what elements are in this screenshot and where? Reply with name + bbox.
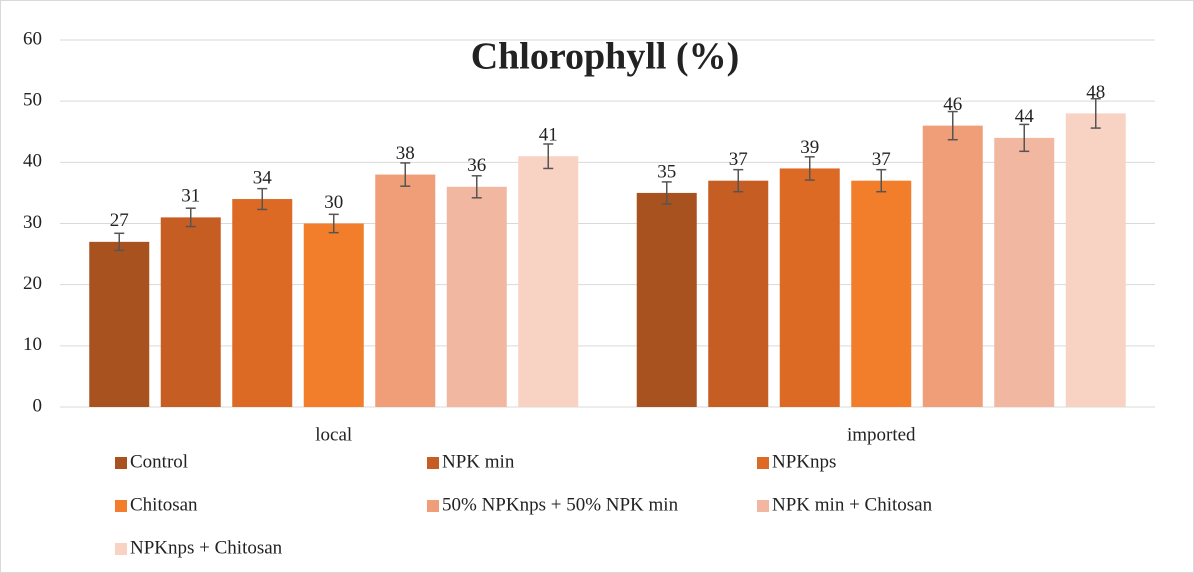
data-label: 35	[657, 161, 676, 182]
error-bar	[1090, 97, 1101, 129]
legend-swatch	[757, 457, 769, 469]
y-tick-label: 40	[23, 151, 42, 172]
data-label: 36	[467, 155, 486, 176]
error-bar	[543, 143, 554, 170]
chart-title: Chlorophyll (%)	[471, 36, 740, 78]
data-label: 39	[800, 137, 819, 158]
legend-label: 50% NPKnps + 50% NPK min	[442, 494, 679, 515]
legend-label: NPKnps + Chitosan	[130, 537, 283, 558]
bar	[303, 223, 364, 407]
legend-swatch	[115, 457, 127, 469]
data-label: 41	[539, 125, 558, 146]
bar	[446, 186, 507, 407]
y-tick-label: 10	[23, 334, 42, 355]
data-label: 37	[729, 149, 748, 170]
data-label: 27	[110, 210, 129, 231]
error-bar	[471, 175, 482, 199]
bar	[994, 137, 1055, 407]
data-label: 30	[324, 192, 343, 213]
error-bar	[804, 156, 815, 181]
error-bar	[661, 181, 672, 205]
error-bar	[876, 168, 887, 193]
y-tick-label: 60	[23, 28, 42, 49]
bar	[89, 241, 150, 407]
error-bar	[1019, 123, 1030, 153]
bar	[708, 180, 769, 407]
error-bar	[733, 168, 744, 193]
x-tick-label: local	[315, 424, 352, 445]
y-tick-label: 20	[23, 273, 42, 294]
error-bar	[114, 232, 125, 252]
data-label: 34	[253, 167, 273, 188]
data-label: 38	[396, 143, 415, 164]
data-label: 44	[1015, 106, 1035, 127]
error-bar	[185, 207, 196, 228]
y-tick-label: 30	[23, 212, 42, 233]
data-label: 46	[943, 94, 962, 115]
legend-swatch	[115, 543, 127, 555]
bar	[232, 199, 293, 407]
bar	[375, 174, 436, 407]
legend-swatch	[757, 500, 769, 512]
x-tick-label: imported	[847, 424, 916, 445]
legend-swatch	[115, 500, 127, 512]
legend-label: NPK min + Chitosan	[772, 494, 933, 515]
y-tick-label: 0	[33, 395, 43, 416]
y-tick-label: 50	[23, 90, 42, 111]
data-label: 37	[872, 149, 891, 170]
bar	[1065, 113, 1126, 408]
data-label: 48	[1086, 82, 1105, 103]
legend-label: NPKnps	[772, 451, 836, 472]
data-label: 31	[181, 186, 200, 207]
legend-label: Chitosan	[130, 494, 198, 515]
error-bar	[400, 162, 411, 187]
error-bar	[328, 213, 339, 234]
bar	[636, 192, 697, 407]
bar	[922, 125, 983, 407]
legend-label: Control	[130, 451, 188, 472]
bar	[851, 180, 912, 407]
legend-swatch	[427, 500, 439, 512]
bar	[779, 168, 840, 407]
legend-swatch	[427, 457, 439, 469]
error-bar	[947, 110, 958, 141]
legend-label: NPK min	[442, 451, 515, 472]
bar	[518, 156, 579, 407]
bar	[160, 217, 221, 407]
error-bar	[257, 187, 268, 211]
